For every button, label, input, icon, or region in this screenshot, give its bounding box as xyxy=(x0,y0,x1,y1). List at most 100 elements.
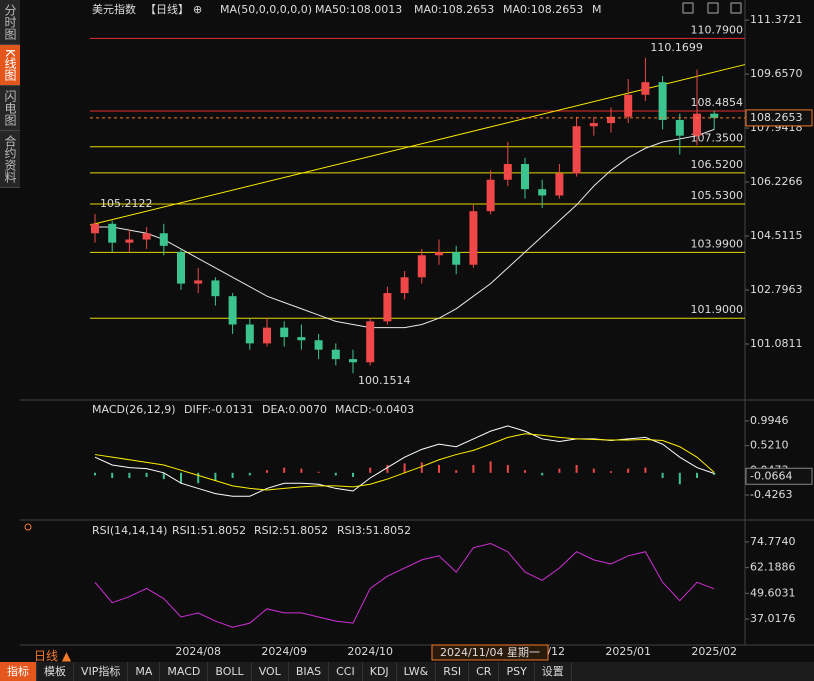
crosshair-box xyxy=(431,644,549,661)
rsi-line xyxy=(94,543,715,628)
macd-bar xyxy=(214,472,217,481)
legend-entry: RSI1:51.8052 xyxy=(172,524,246,537)
toolbar-tab[interactable]: VIP指标 xyxy=(74,662,129,681)
sidebar-tab[interactable]: 合约资料 xyxy=(0,131,20,188)
current-value: -0.0664 xyxy=(750,469,792,482)
macd-bar xyxy=(180,472,182,484)
toolbar-tab[interactable]: CR xyxy=(469,662,500,681)
macd-bar xyxy=(678,472,681,485)
tool-icon[interactable] xyxy=(707,2,719,14)
y-tick-label: 62.1886 xyxy=(750,561,796,574)
macd-bar xyxy=(524,470,526,473)
toolbar-tab[interactable]: BOLL xyxy=(208,662,252,681)
level-label: 110.7900 xyxy=(691,23,744,36)
level-label: 103.9900 xyxy=(691,237,744,250)
legend-entry: ⊕ xyxy=(193,3,202,16)
level-label: 101.9000 xyxy=(691,303,744,316)
macd-bar xyxy=(300,468,303,473)
legend-entry: MA50:108.0013 xyxy=(315,3,402,16)
toolbar-tab[interactable]: 设置 xyxy=(535,662,572,681)
toolbar-tab[interactable]: KDJ xyxy=(363,662,397,681)
candle-body xyxy=(486,179,495,212)
background xyxy=(0,0,814,662)
y-tick-label: 0.5210 xyxy=(750,439,789,452)
toolbar-tab[interactable]: 模板 xyxy=(37,662,74,681)
candle-body xyxy=(417,255,426,278)
macd-bar xyxy=(627,468,630,473)
macd-bar xyxy=(128,472,131,479)
toolbar-tab[interactable]: CCI xyxy=(329,662,363,681)
candle-body xyxy=(159,233,168,246)
candle-body xyxy=(710,113,719,118)
candle-body xyxy=(177,252,185,284)
legend-entry: RSI3:51.8052 xyxy=(337,524,411,537)
settings-dot[interactable] xyxy=(24,523,32,531)
sidebar-tab[interactable]: K线图 xyxy=(0,45,20,86)
candle-body xyxy=(125,239,134,243)
y-tick-label: 109.6570 xyxy=(750,67,803,80)
candle-body xyxy=(572,126,581,174)
legend-entry: DEA:0.0070 xyxy=(262,403,327,416)
candle-body xyxy=(589,123,598,127)
period-label[interactable]: 日线 ▲ xyxy=(34,649,72,663)
legend-entry: MA0:108.2653 xyxy=(503,3,583,16)
y-tick-label: 74.7740 xyxy=(750,535,796,548)
candle-body xyxy=(228,296,237,325)
macd-bar xyxy=(317,471,320,473)
legend-entry: 【日线】 xyxy=(145,2,189,16)
extreme-label: 100.1514 xyxy=(358,374,411,387)
macd-bar xyxy=(455,470,458,473)
candle-body xyxy=(435,252,443,256)
candle-body xyxy=(641,82,650,95)
crosshair-label: 2024/11/04 星期一 xyxy=(440,646,540,659)
tool-icon[interactable] xyxy=(682,2,694,14)
macd-bar xyxy=(248,472,251,476)
legend-entry: RSI(14,14,14) xyxy=(92,524,167,537)
legend-entry: MACD(26,12,9) xyxy=(92,403,176,416)
toolbar: 指标 模板 VIP指标 MA MACD BOLL VOL BIAS CCI KDJ LW& RSI CR… xyxy=(0,662,814,681)
macd-bar xyxy=(197,472,200,484)
level-label: 107.3500 xyxy=(691,132,744,145)
y-tick-label: 106.2266 xyxy=(750,175,803,188)
macd-bar xyxy=(661,472,664,479)
extreme-label: 110.1699 xyxy=(650,41,703,54)
macd-bar xyxy=(266,470,268,473)
macd-bar xyxy=(352,472,354,477)
macd-bar xyxy=(438,464,440,473)
y-tick-label: 0.9946 xyxy=(750,414,789,427)
sidebar: 分时图 K线图 闪电图 合约资料 xyxy=(0,0,20,188)
sidebar-tab[interactable]: 分时图 xyxy=(0,0,20,45)
macd-bar xyxy=(696,472,698,479)
dea-line xyxy=(94,433,715,491)
tool-icon[interactable] xyxy=(730,2,742,14)
candle-body xyxy=(555,173,564,196)
toolbar-tab[interactable]: PSY xyxy=(499,662,535,681)
y-tick-label: 102.7963 xyxy=(750,283,803,296)
candle-body xyxy=(521,164,529,190)
x-tick-label: 2025/01 xyxy=(605,645,651,658)
candle-body xyxy=(469,211,478,265)
toolbar-tab[interactable]: 指标 xyxy=(0,662,37,681)
macd-bar xyxy=(558,468,561,473)
candle-body xyxy=(366,321,375,363)
candle-body xyxy=(624,94,633,117)
toolbar-tab[interactable]: MACD xyxy=(160,662,209,681)
toolbar-tab[interactable]: MA xyxy=(128,662,161,681)
macd-bar xyxy=(472,464,475,473)
macd-bar xyxy=(334,472,337,476)
toolbar-tab[interactable]: VOL xyxy=(252,662,289,681)
level-label: 108.4854 xyxy=(691,96,744,109)
candle-body xyxy=(400,277,409,294)
toolbar-tab[interactable]: BIAS xyxy=(289,662,330,681)
macd-bar xyxy=(369,467,372,473)
toolbar-tab[interactable]: RSI xyxy=(436,662,470,681)
legend-entry: MA0:108.2653 xyxy=(414,3,494,16)
sidebar-tab[interactable]: 闪电图 xyxy=(0,86,20,131)
legend-entry: MACD:-0.0403 xyxy=(335,403,414,416)
candle-body xyxy=(538,189,547,196)
extreme-label: 105.2122 xyxy=(100,197,153,210)
toolbar-tab[interactable]: LW& xyxy=(397,662,437,681)
ma-line xyxy=(95,128,715,329)
x-tick-label: 2024/10 xyxy=(347,645,393,658)
